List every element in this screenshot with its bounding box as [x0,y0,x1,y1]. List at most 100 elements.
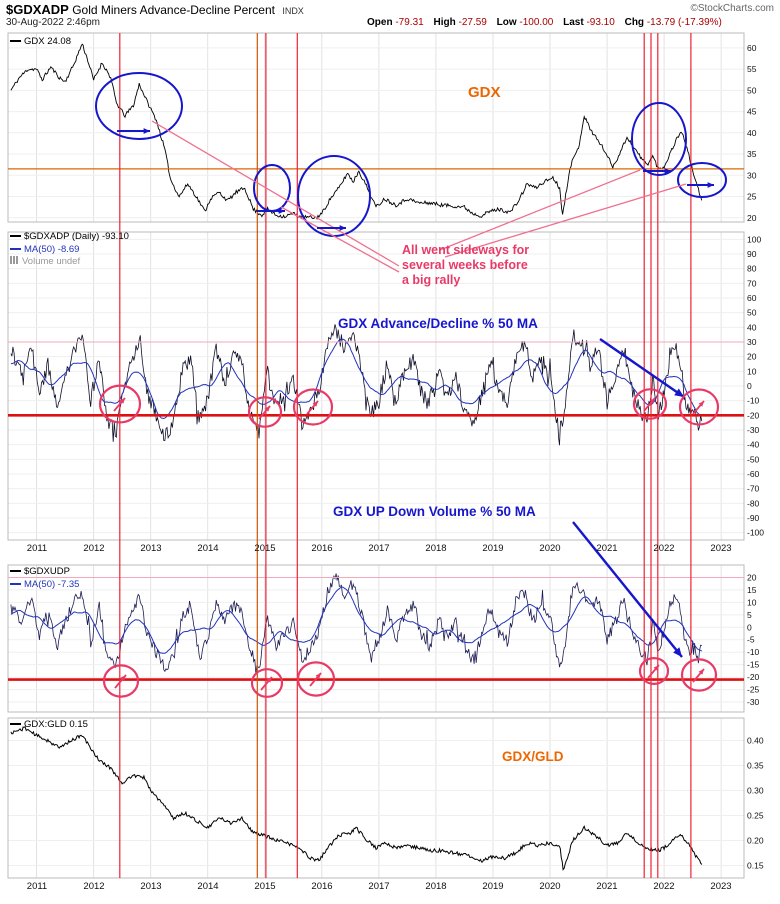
y-axis-tick-label: 90 [747,249,757,259]
gdxudp-legend-swatch [10,570,21,573]
annotation-up-arrow-head [649,398,655,404]
annotation-pink-line [280,206,400,273]
annotation-small-arrow-head [339,225,346,231]
x-axis-year-label: 2016 [311,543,333,554]
y-axis-tick-label: 60 [747,293,757,303]
y-axis-tick-label: 20 [747,213,757,223]
y-axis-tick-label: 20 [747,352,757,362]
x-axis-year-label: 2023 [710,543,732,554]
high-value: -27.59 [458,17,487,28]
y-axis-tick-label: 100 [747,234,761,244]
x-axis-year-label: 2023 [710,881,732,892]
y-axis-tick-label: 0.40 [747,736,764,746]
gdxgld-legend-swatch [10,723,21,726]
y-axis-tick-label: 55 [747,64,757,74]
x-axis-year-label: 2015 [254,881,276,892]
y-axis-tick-label: -15 [747,660,760,670]
advance-decline-ma-label: GDX Advance/Decline % 50 MA [338,316,538,331]
y-axis-tick-label: 0.20 [747,836,764,846]
annotation-big-arrow-head [673,647,682,657]
quote-strip: Open -79.31 High -27.59 Low -100.00 Last… [360,17,722,28]
y-axis-tick-label: -30 [747,697,760,707]
open-label: Open [367,17,393,28]
x-axis-year-label: 2020 [539,543,561,554]
y-axis-tick-label: 70 [747,278,757,288]
sideways-note-line2: several weeks before [402,258,528,272]
gdx-legend-swatch [10,40,21,43]
y-axis-tick-label: -70 [747,484,760,494]
x-axis-year-label: 2012 [83,881,105,892]
y-axis-tick-label: 5 [747,610,752,620]
annotation-small-arrow-head [143,128,150,134]
annotation-pink-line [439,169,641,251]
x-axis-year-label: 2022 [653,881,675,892]
x-axis-year-label: 2018 [425,543,447,554]
annotation-big-arrow [572,521,683,658]
updown-volume-ma-label: GDX UP Down Volume % 50 MA [333,504,536,519]
series-GDX [10,43,703,221]
annotation-ellipse [95,72,183,140]
y-axis-tick-label: 0.30 [747,786,764,796]
x-axis-year-label: 2014 [197,543,219,554]
gdxudp-ma-swatch [10,582,21,585]
series-GDXUDP-ma [10,586,702,654]
annotation-circle [296,661,336,697]
open-value: -79.31 [395,17,424,28]
y-axis-tick-label: 0.35 [747,761,764,771]
gdxadp-ma-swatch [10,247,21,250]
y-axis-tick-label: 40 [747,322,757,332]
annotation-ellipse [631,102,687,176]
x-axis-year-label: 2022 [653,543,675,554]
y-axis-tick-label: 15 [747,585,757,595]
last-value: -93.10 [586,17,615,28]
x-axis-year-label: 2017 [368,881,390,892]
y-axis-tick-label: -5 [747,635,755,645]
x-axis-year-label: 2012 [83,543,105,554]
volume-legend-label: Volume undef [22,256,81,267]
y-axis-tick-label: 35 [747,149,757,159]
annotation-small-arrow-head [707,182,714,188]
x-axis-year-label: 2015 [254,543,276,554]
volume-icon [10,256,19,264]
gdxudp-legend-label: $GDXUDP [24,566,70,577]
x-axis-years-bottom: 2011 2012 2013 2014 2015 2016 2017 2018 2019 2020… [0,881,780,893]
y-axis-tick-label: 20 [747,572,757,582]
y-axis-tick-label: -80 [747,498,760,508]
annotation-up-arrow-head [266,677,272,683]
x-axis-year-label: 2013 [140,881,162,892]
annotation-pink-line [151,120,400,267]
annotation-up-arrow-head [653,665,659,671]
y-axis-tick-label: -20 [747,410,760,420]
panel3-legend: $GDXUDP MA(50) -7.35 [10,566,79,591]
annotation-circle [247,396,283,428]
annotation-up-arrow-head [698,669,704,675]
y-axis-tick-label: 40 [747,128,757,138]
panel-border [7,564,745,713]
panel2-legend: $GDXADP (Daily) -93.10 MA(50) -8.69 Volu… [10,231,129,269]
annotation-small-arrow-head [278,208,285,214]
sideways-note-line3: a big rally [402,273,461,287]
x-axis-year-label: 2016 [311,881,333,892]
y-axis-tick-label: 0 [747,622,752,632]
annotation-up-arrow-head [312,401,318,407]
annotation-up-arrow-head [264,406,270,412]
y-axis-tick-label: 30 [747,170,757,180]
annotation-big-arrow-head [674,388,684,397]
panel-border [7,32,745,223]
panel4-legend: GDX:GLD 0.15 [10,719,88,732]
y-axis-tick-label: -40 [747,440,760,450]
gdxadp-legend-swatch [10,235,21,238]
series-GDXGLD [10,726,703,871]
annotation-circle [98,384,142,424]
sideways-note-line1: All went sideways for [402,243,530,257]
y-axis-tick-label: 10 [747,366,757,376]
y-axis-tick-label: -50 [747,454,760,464]
y-axis-tick-label: -10 [747,647,760,657]
y-axis-tick-label: -10 [747,396,760,406]
high-label: High [433,17,456,28]
annotation-up-arrow-head [120,675,126,681]
y-axis-tick-label: 45 [747,107,757,117]
series-layer [10,43,703,871]
